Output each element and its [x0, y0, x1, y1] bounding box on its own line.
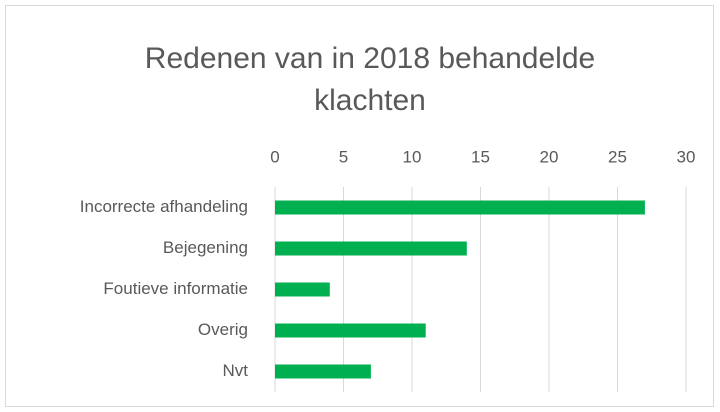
bar [275, 241, 467, 256]
chart-title: Redenen van in 2018 behandelde klachten [144, 42, 596, 117]
y-tick-label: Overig [198, 320, 248, 339]
y-tick-label: Bejegening [163, 238, 248, 257]
x-tick-label: 15 [471, 147, 490, 166]
bar [275, 323, 426, 338]
bar [275, 282, 330, 297]
y-tick-label: Foutieve informatie [103, 279, 248, 298]
y-tick-label: Nvt [223, 361, 249, 380]
bar [275, 200, 645, 215]
y-tick-label: Incorrecte afhandeling [80, 197, 248, 216]
x-tick-label: 30 [677, 147, 696, 166]
bar [275, 364, 371, 379]
x-tick-label: 0 [270, 147, 279, 166]
x-tick-label: 20 [540, 147, 559, 166]
x-tick-label: 5 [339, 147, 348, 166]
x-tick-label: 10 [403, 147, 422, 166]
x-tick-label: 25 [608, 147, 627, 166]
